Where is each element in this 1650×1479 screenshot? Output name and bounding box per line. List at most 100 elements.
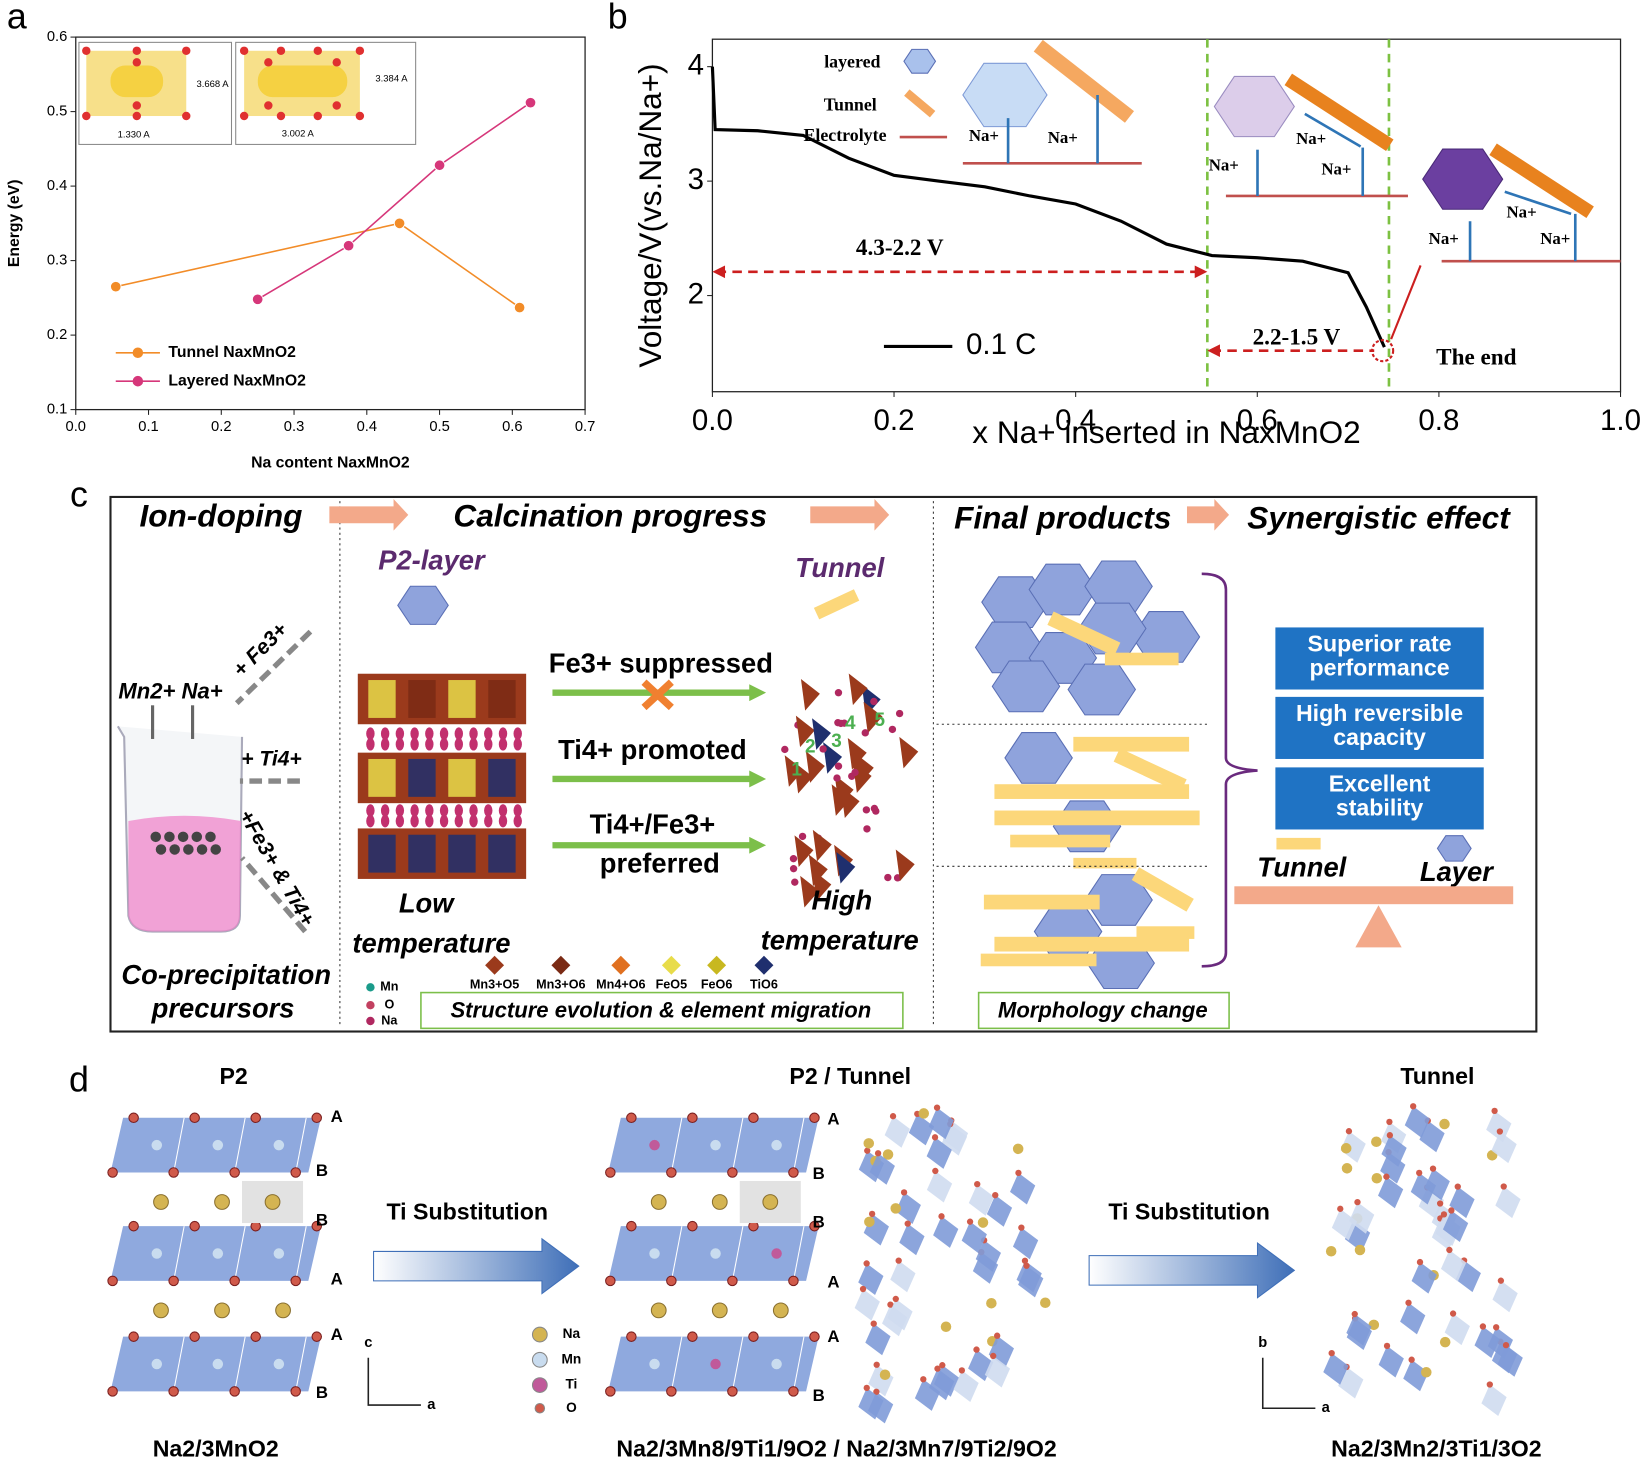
octahedron xyxy=(926,1137,952,1169)
oxygen xyxy=(311,1112,323,1124)
octahedron xyxy=(448,680,476,718)
x-tick-label: 0.0 xyxy=(692,404,733,437)
oxygen xyxy=(1383,1342,1391,1350)
legend-label: Mn xyxy=(380,980,398,994)
label: Morphology change xyxy=(998,997,1208,1022)
seesaw xyxy=(1234,886,1514,905)
axis-name: c xyxy=(364,1335,372,1351)
heading: Final products xyxy=(954,499,1171,535)
flow-arrow xyxy=(1186,499,1230,531)
oxygen xyxy=(1386,1118,1393,1126)
oxygen xyxy=(1416,1169,1423,1177)
edge xyxy=(234,1336,246,1392)
formula: Na2/3MnO2 xyxy=(153,1435,279,1461)
oxygen xyxy=(939,1362,946,1369)
label: precursors xyxy=(151,993,295,1024)
manganese xyxy=(771,1248,782,1259)
sodium xyxy=(1439,1336,1451,1348)
sodium xyxy=(1341,1163,1353,1174)
oxygen xyxy=(990,1352,997,1360)
sodium xyxy=(895,709,904,718)
process-arrow xyxy=(373,1237,580,1295)
hexagon xyxy=(1004,732,1073,784)
x-tick-label: 0.2 xyxy=(874,404,915,437)
sodium xyxy=(498,814,508,828)
sodium xyxy=(882,1149,894,1160)
stacking-label: A xyxy=(827,1327,839,1346)
octahedron xyxy=(869,1153,895,1185)
marker xyxy=(251,293,264,306)
edge xyxy=(173,1336,185,1392)
octahedron xyxy=(1404,1106,1431,1138)
benefit: Superior rate xyxy=(1308,630,1452,656)
sodium xyxy=(484,804,493,817)
ion-label: Na+ xyxy=(1048,128,1078,147)
oxygen xyxy=(168,1386,179,1397)
oxygen xyxy=(666,1275,677,1287)
sodium xyxy=(863,1138,875,1149)
manganese xyxy=(151,1358,163,1370)
oxygen xyxy=(626,1220,637,1232)
legend-label: Ti xyxy=(565,1377,577,1392)
sodium xyxy=(870,697,878,706)
octahedron xyxy=(1444,1313,1470,1346)
manganese xyxy=(212,1139,224,1151)
ion-label: Na+ xyxy=(1321,160,1351,179)
dopant-arrow xyxy=(234,629,313,706)
process-arrow xyxy=(1088,1241,1296,1299)
site-number: 5 xyxy=(874,710,885,731)
oxygen xyxy=(1486,1381,1493,1388)
sodium xyxy=(834,689,843,697)
formula: Na2/3Mn2/3Ti1/3O2 xyxy=(1331,1435,1542,1461)
edge xyxy=(792,1117,805,1173)
x-axis-label: Na content NaxMnO2 xyxy=(251,454,410,471)
x-tick-label: 1.0 xyxy=(1600,404,1641,437)
y-tick-label: 0.1 xyxy=(47,401,67,417)
oxygen xyxy=(748,1331,759,1342)
x-tick-label: 0.2 xyxy=(211,419,231,435)
y-axis-label: Energy (eV) xyxy=(6,180,23,268)
marker xyxy=(433,159,446,171)
sodium xyxy=(513,814,522,828)
sodium xyxy=(410,727,419,741)
tunnel-icon xyxy=(1276,837,1321,850)
oxygen xyxy=(189,1331,200,1342)
atom-key xyxy=(534,1402,546,1414)
oxygen xyxy=(1351,1310,1358,1318)
octahedron xyxy=(408,758,436,797)
sodium xyxy=(439,804,449,817)
oxygen xyxy=(264,58,273,67)
sodium xyxy=(789,864,798,873)
marker xyxy=(110,280,122,293)
x-tick-label: 0.8 xyxy=(1418,404,1459,437)
ion-label: Na+ xyxy=(1429,229,1459,248)
octahedron xyxy=(368,834,396,873)
edge xyxy=(731,1117,744,1173)
sodium xyxy=(380,737,390,751)
rod xyxy=(813,589,860,620)
label: Ti4+ promoted xyxy=(558,734,747,765)
octahedron xyxy=(448,834,476,873)
oxygen xyxy=(1018,1224,1025,1231)
rod xyxy=(904,89,936,118)
sodium xyxy=(1354,1244,1366,1256)
legend-label: 0.1 C xyxy=(966,328,1036,361)
octahedron xyxy=(984,1355,1011,1388)
caption-box xyxy=(420,991,904,1030)
oxygen xyxy=(900,1189,908,1196)
oxygen xyxy=(332,58,341,67)
particle xyxy=(191,831,203,843)
oxygen xyxy=(355,111,365,121)
oxygen xyxy=(132,101,142,110)
manganese xyxy=(151,1248,163,1259)
label: Tunnel xyxy=(824,95,877,115)
legend-label: FeO6 xyxy=(701,978,733,992)
sodium xyxy=(1371,1136,1382,1148)
dimension: 3.668 A xyxy=(197,79,230,90)
oxygen xyxy=(182,46,191,55)
oxygen xyxy=(863,1384,870,1392)
sodium xyxy=(395,814,405,828)
edge xyxy=(234,1226,246,1282)
oxygen xyxy=(1383,1173,1390,1180)
